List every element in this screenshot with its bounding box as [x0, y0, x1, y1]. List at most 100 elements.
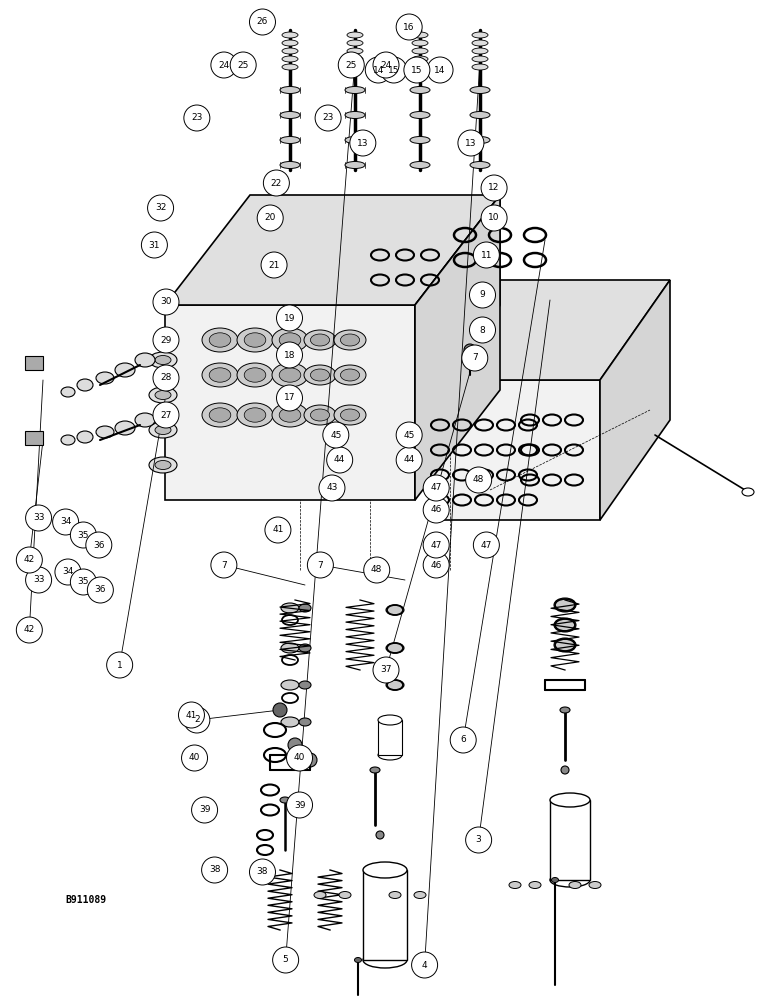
Ellipse shape — [244, 368, 266, 382]
Ellipse shape — [280, 797, 290, 803]
Ellipse shape — [280, 111, 300, 118]
Ellipse shape — [272, 328, 308, 352]
Ellipse shape — [472, 48, 488, 54]
Ellipse shape — [280, 87, 300, 94]
Ellipse shape — [470, 87, 490, 94]
Text: 23: 23 — [191, 113, 202, 122]
Ellipse shape — [149, 457, 177, 473]
Circle shape — [141, 232, 168, 258]
Circle shape — [107, 652, 133, 678]
Ellipse shape — [410, 111, 430, 118]
Text: 1: 1 — [117, 661, 123, 670]
Text: 21: 21 — [269, 260, 279, 269]
Ellipse shape — [464, 344, 476, 356]
Text: 34: 34 — [60, 518, 71, 526]
Circle shape — [466, 467, 492, 493]
Text: 45: 45 — [330, 430, 341, 440]
Ellipse shape — [412, 40, 428, 46]
Ellipse shape — [509, 882, 521, 888]
Text: 36: 36 — [95, 585, 106, 594]
Ellipse shape — [135, 413, 155, 427]
Circle shape — [147, 195, 174, 221]
Text: 3: 3 — [476, 835, 482, 844]
Circle shape — [396, 422, 422, 448]
Polygon shape — [165, 305, 415, 500]
Polygon shape — [600, 280, 670, 520]
Circle shape — [450, 727, 476, 753]
Circle shape — [307, 552, 334, 578]
Ellipse shape — [279, 333, 301, 347]
Ellipse shape — [551, 878, 558, 882]
Ellipse shape — [554, 598, 576, 612]
Text: 23: 23 — [323, 113, 334, 122]
Circle shape — [315, 105, 341, 131]
Circle shape — [184, 707, 210, 733]
Circle shape — [25, 567, 52, 593]
Ellipse shape — [560, 707, 570, 713]
Text: 9: 9 — [479, 290, 486, 299]
Text: 39: 39 — [199, 806, 210, 814]
Ellipse shape — [281, 717, 299, 727]
Circle shape — [404, 57, 430, 83]
Text: 37: 37 — [381, 666, 391, 675]
Text: 46: 46 — [431, 506, 442, 514]
Ellipse shape — [345, 136, 365, 143]
Text: 14: 14 — [435, 66, 445, 75]
Ellipse shape — [280, 136, 300, 143]
Text: 7: 7 — [317, 560, 323, 569]
Ellipse shape — [412, 32, 428, 38]
Circle shape — [276, 305, 303, 331]
Bar — [363, 870, 407, 960]
Circle shape — [396, 447, 422, 473]
Ellipse shape — [386, 605, 404, 615]
Circle shape — [257, 205, 283, 231]
Ellipse shape — [279, 408, 301, 422]
Ellipse shape — [149, 387, 177, 403]
Ellipse shape — [299, 604, 311, 612]
Ellipse shape — [472, 40, 488, 46]
Ellipse shape — [77, 431, 93, 443]
Ellipse shape — [410, 87, 430, 94]
Circle shape — [462, 345, 488, 371]
Bar — [550, 800, 590, 880]
Ellipse shape — [340, 369, 360, 381]
Circle shape — [350, 130, 376, 156]
Ellipse shape — [345, 161, 365, 168]
Text: 38: 38 — [257, 867, 268, 876]
Ellipse shape — [410, 161, 430, 168]
Text: 28: 28 — [161, 373, 171, 382]
Text: 48: 48 — [371, 565, 382, 574]
Ellipse shape — [209, 333, 231, 347]
Text: 10: 10 — [489, 214, 499, 223]
Ellipse shape — [347, 64, 363, 70]
Ellipse shape — [472, 56, 488, 62]
Ellipse shape — [280, 161, 300, 168]
Ellipse shape — [554, 638, 576, 652]
Ellipse shape — [282, 48, 298, 54]
Ellipse shape — [96, 426, 114, 438]
Circle shape — [458, 130, 484, 156]
Ellipse shape — [376, 831, 384, 839]
Text: 5: 5 — [283, 956, 289, 964]
Ellipse shape — [304, 365, 336, 385]
Polygon shape — [430, 280, 670, 380]
Circle shape — [423, 532, 449, 558]
Ellipse shape — [470, 111, 490, 118]
Text: 13: 13 — [357, 138, 368, 147]
Text: 47: 47 — [481, 540, 492, 550]
Circle shape — [319, 475, 345, 501]
Ellipse shape — [237, 403, 273, 427]
Ellipse shape — [237, 363, 273, 387]
Ellipse shape — [314, 892, 326, 898]
Text: 16: 16 — [404, 22, 415, 31]
Text: 2: 2 — [194, 716, 200, 724]
Circle shape — [52, 509, 79, 535]
Text: 33: 33 — [33, 575, 44, 584]
Ellipse shape — [282, 32, 298, 38]
Text: 24: 24 — [218, 60, 229, 70]
Polygon shape — [415, 195, 500, 500]
Ellipse shape — [115, 363, 135, 377]
Circle shape — [191, 797, 218, 823]
Ellipse shape — [115, 421, 135, 435]
Text: 48: 48 — [473, 476, 484, 485]
